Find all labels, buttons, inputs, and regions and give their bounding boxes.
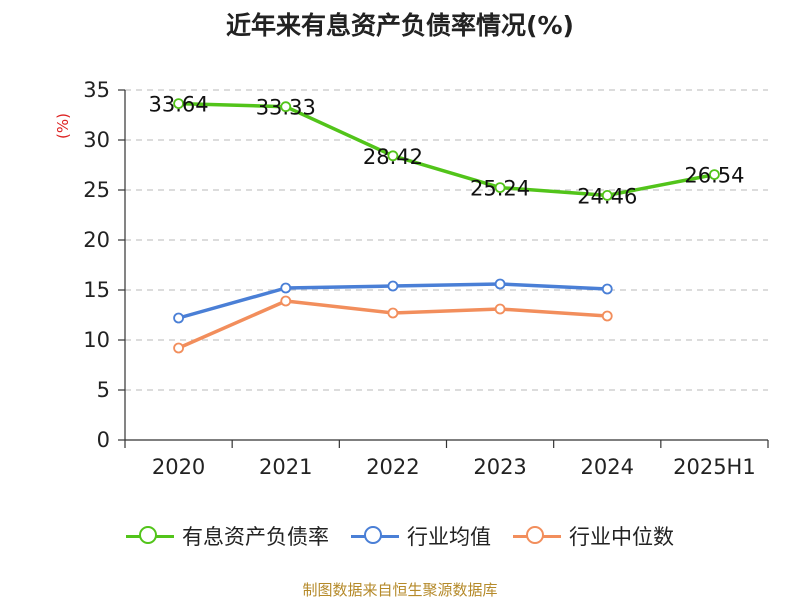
y-tick-label: 0 [97, 428, 110, 452]
legend-item[interactable]: 有息资产负债率 [126, 521, 329, 551]
data-point [280, 101, 292, 113]
y-tick-label: 35 [83, 78, 110, 102]
data-point [494, 278, 506, 290]
data-label: 33.64 [149, 93, 209, 117]
y-tick-label: 15 [83, 278, 110, 302]
data-point [173, 98, 184, 109]
grid-lines [125, 89, 768, 391]
data-point [601, 310, 613, 322]
source-note: 制图数据来自恒生聚源数据库 [302, 581, 498, 599]
y-tick-label: 30 [83, 128, 110, 152]
data-point [601, 283, 613, 295]
y-tick-label: 20 [83, 228, 110, 252]
x-tick-labels: 2020 2021 2022 2023 2024 2025H1 [152, 455, 756, 479]
series-line-0 [178, 101, 715, 198]
data-point [173, 342, 184, 354]
legend: 有息资产负债率 行业均值 行业中位数 [0, 520, 800, 552]
x-tick-label: 2024 [581, 455, 634, 479]
x-tick-label: 2023 [473, 455, 526, 479]
legend-item[interactable]: 行业均值 [351, 521, 491, 551]
data-label: 26.54 [684, 164, 744, 188]
data-label: 33.33 [256, 96, 316, 120]
data-point [280, 295, 292, 307]
y-axis-label: (%) [54, 113, 72, 139]
chart-title: 近年来有息资产负债率情况(%) [226, 11, 574, 40]
data-labels: 33.64 33.33 28.42 25.24 24.46 26.54 [149, 93, 745, 209]
x-tick-label: 2021 [259, 455, 312, 479]
series-group [173, 98, 720, 354]
x-tick-label: 2025H1 [673, 455, 756, 479]
legend-label: 行业中位数 [569, 525, 674, 549]
data-point [280, 282, 292, 294]
y-tick-label: 10 [83, 328, 110, 352]
legend-label: 行业均值 [407, 525, 491, 549]
legend-label: 有息资产负债率 [182, 525, 329, 549]
x-tick-label: 2022 [366, 455, 419, 479]
data-point [387, 150, 399, 162]
x-tick-label: 2020 [152, 455, 205, 479]
legend-marker-icon [126, 524, 174, 548]
data-point [494, 303, 506, 315]
data-point [387, 280, 399, 292]
legend-item[interactable]: 行业中位数 [513, 521, 674, 551]
data-label: 25.24 [470, 177, 530, 201]
data-point [387, 307, 399, 319]
legend-marker-icon [351, 524, 399, 548]
y-tick-label: 25 [83, 178, 110, 202]
data-label: 28.42 [363, 145, 423, 169]
data-point [601, 189, 613, 201]
data-point [494, 182, 506, 194]
y-tick-labels: 0 5 10 15 20 25 30 35 [83, 78, 110, 452]
axes [118, 89, 769, 448]
data-label: 24.46 [577, 184, 637, 208]
data-point [173, 312, 184, 324]
data-point [709, 169, 720, 181]
legend-marker-icon [513, 524, 561, 548]
y-tick-label: 5 [97, 378, 110, 402]
